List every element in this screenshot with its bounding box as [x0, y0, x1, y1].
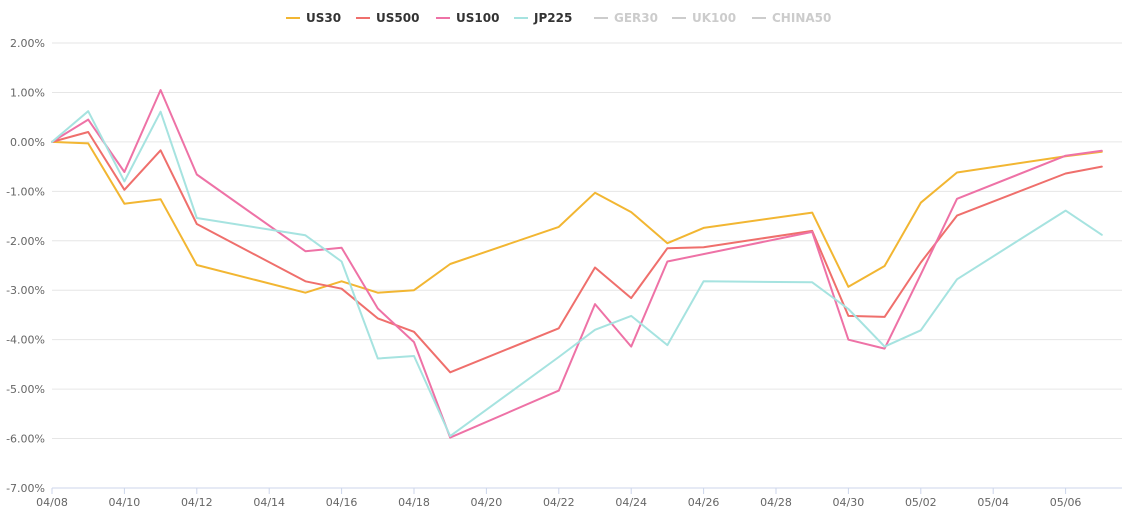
x-tick-label: 04/18: [398, 496, 430, 509]
x-tick-label: 04/26: [688, 496, 720, 509]
x-tick-label: 04/24: [615, 496, 647, 509]
x-tick-label: 04/28: [760, 496, 792, 509]
legend-item-us500[interactable]: US500: [356, 11, 419, 25]
x-tick-label: 04/30: [833, 496, 865, 509]
legend-item-us100[interactable]: US100: [436, 11, 499, 25]
series-line-jp225[interactable]: [51, 110, 1103, 438]
y-tick-label: 0.00%: [10, 136, 45, 149]
legend-label: GER30: [614, 11, 658, 25]
grid-lines: [52, 42, 1122, 489]
x-tick-label: 04/10: [109, 496, 141, 509]
y-tick-label: -6.00%: [6, 433, 45, 446]
x-tick-label: 04/22: [543, 496, 575, 509]
y-tick-label: 1.00%: [10, 86, 45, 99]
y-axis: 2.00% 1.00% 0.00% -1.00% -2.00% -3.00% -4.00% -…: [6, 37, 45, 495]
legend-item-us30[interactable]: US30: [286, 11, 341, 25]
x-tick-label: 04/20: [471, 496, 503, 509]
legend-item-ger30[interactable]: GER30: [594, 11, 658, 25]
legend-label: US100: [456, 11, 499, 25]
legend: US30 US500 US100 JP225 GER30 UK100 CHINA50: [286, 11, 831, 25]
x-tick-label: 04/12: [181, 496, 213, 509]
series-lines: [51, 89, 1103, 439]
y-tick-label: -1.00%: [6, 185, 45, 198]
legend-label: US30: [306, 11, 341, 25]
y-tick-label: -5.00%: [6, 383, 45, 396]
series-line-us500[interactable]: [51, 131, 1103, 374]
legend-label: UK100: [692, 11, 736, 25]
legend-item-jp225[interactable]: JP225: [514, 11, 572, 25]
x-axis: 04/08 04/10 04/12 04/14 04/16 04/18 04/20 04/22…: [36, 487, 1122, 509]
series-line-us30[interactable]: [51, 140, 1103, 294]
x-tick-label: 05/02: [905, 496, 937, 509]
legend-label: JP225: [533, 11, 572, 25]
y-tick-label: 2.00%: [10, 37, 45, 50]
x-tick-label: 04/16: [326, 496, 358, 509]
legend-item-china50[interactable]: CHINA50: [752, 11, 831, 25]
legend-label: CHINA50: [772, 11, 831, 25]
x-tick-label: 05/06: [1050, 496, 1082, 509]
x-tick-label: 05/04: [977, 496, 1009, 509]
x-tick-label: 04/14: [253, 496, 285, 509]
y-tick-label: -2.00%: [6, 235, 45, 248]
series-line-us100[interactable]: [51, 89, 1103, 439]
y-tick-label: -3.00%: [6, 284, 45, 297]
y-tick-label: -4.00%: [6, 334, 45, 347]
x-tick-label: 04/08: [36, 496, 68, 509]
legend-label: US500: [376, 11, 419, 25]
legend-item-uk100[interactable]: UK100: [672, 11, 736, 25]
y-tick-label: -7.00%: [6, 482, 45, 495]
